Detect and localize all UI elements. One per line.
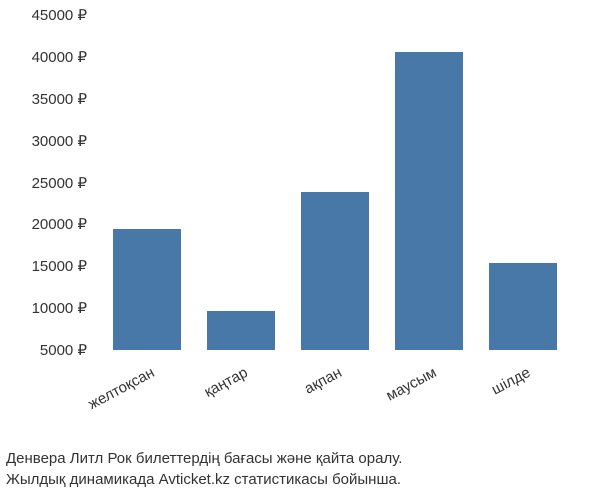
y-tick-label: 25000 ₽ [32, 174, 87, 192]
x-axis: желтоқсанқаңтарақпанмаусымшілде [100, 355, 570, 435]
chart-container: 5000 ₽ 10000 ₽ 15000 ₽ 20000 ₽ 25000 ₽ 30000 … [0, 0, 600, 500]
x-tick-label: желтоқсан [85, 364, 157, 413]
x-tick-label: ақпан [302, 364, 345, 398]
caption-line-2: Жылдық динамикада Avticket.kz статистика… [6, 469, 594, 490]
x-tick-label: маусым [383, 364, 439, 405]
bar [207, 311, 275, 350]
bar [395, 52, 463, 350]
y-axis: 5000 ₽10000 ₽15000 ₽20000 ₽25000 ₽30000 … [0, 15, 95, 350]
caption-line-1: Денвера Литл Рок билеттердің бағасы және… [6, 448, 594, 469]
y-tick-label: 15000 ₽ [32, 257, 87, 275]
x-tick-label: қаңтар [202, 364, 251, 401]
y-tick-label: 5000 ₽ [40, 341, 87, 359]
y-tick-label: 35000 ₽ [32, 90, 87, 108]
bar [489, 263, 557, 350]
bar [301, 192, 369, 350]
bar [113, 229, 181, 350]
y-tick-label: 10000 ₽ [32, 299, 87, 317]
y-tick-label: 30000 ₽ [32, 132, 87, 150]
x-tick-label: шілде [489, 364, 533, 398]
y-tick-label: 40000 ₽ [32, 48, 87, 66]
caption: Денвера Литл Рок билеттердің бағасы және… [0, 448, 600, 490]
plot-area [100, 15, 570, 350]
y-tick-label: 20000 ₽ [32, 215, 87, 233]
y-tick-label: 45000 ₽ [32, 6, 87, 24]
